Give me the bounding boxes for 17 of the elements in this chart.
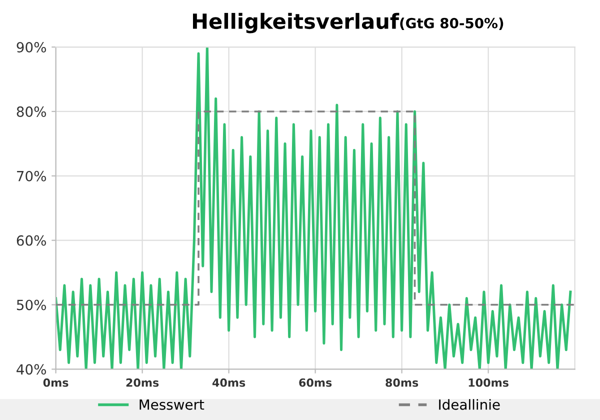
- x-tick-label: 20ms: [126, 378, 159, 387]
- legend-label: Ideallinie: [439, 399, 500, 410]
- x-tick-label: 40ms: [212, 378, 246, 387]
- chart-subtitle: (GtG 80-50%): [400, 18, 504, 30]
- y-tick-label: 50%: [16, 300, 46, 310]
- x-tick-label: 80ms: [386, 378, 418, 387]
- line-series: [56, 47, 572, 370]
- x-tick-label: 100ms: [468, 378, 508, 387]
- chart-title: Helligkeitsverlauf: [192, 12, 400, 34]
- y-tick-label: 80%: [16, 106, 46, 117]
- x-tick-label: 60ms: [299, 378, 332, 387]
- x-tick-label: 0ms: [43, 378, 68, 387]
- y-tick-label: 40%: [16, 364, 46, 375]
- y-tick-label: 90%: [16, 42, 46, 53]
- legend-label: Messwert: [140, 400, 204, 410]
- y-tick-label: 60%: [16, 235, 46, 246]
- y-tick-label: 70%: [17, 170, 46, 182]
